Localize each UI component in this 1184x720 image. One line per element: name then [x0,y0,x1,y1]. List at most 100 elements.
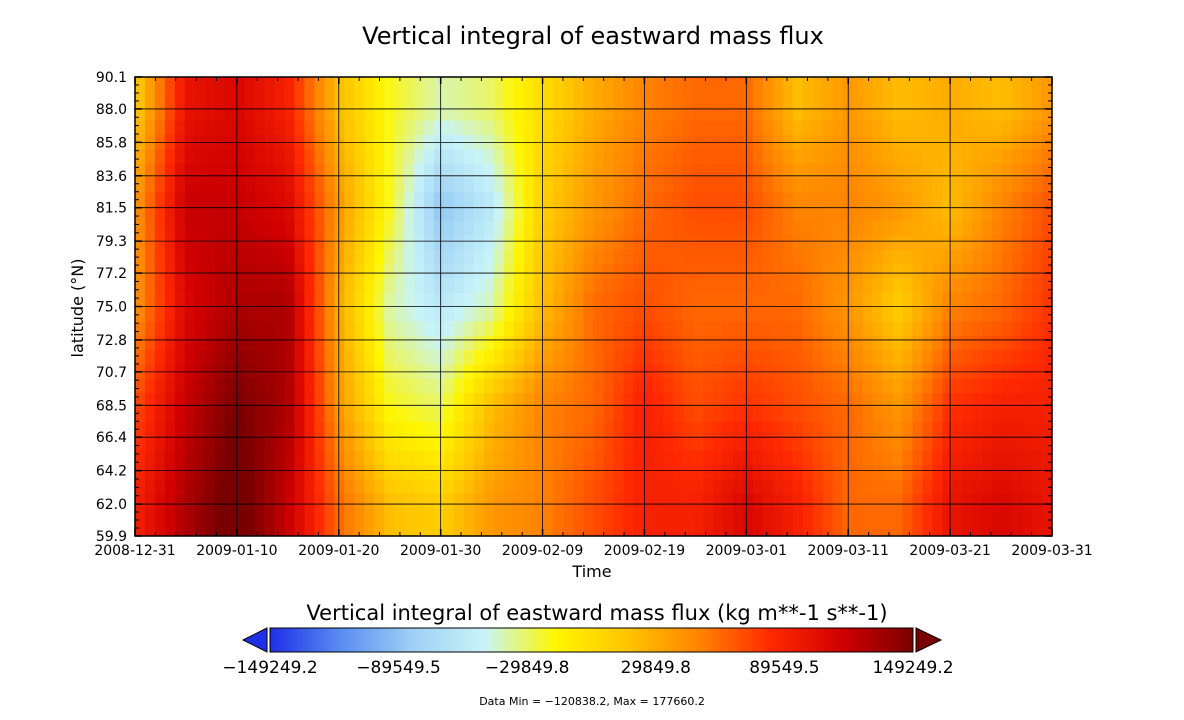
heatmap-cell [533,249,545,265]
heatmap-cell [892,392,904,408]
heatmap-cell [563,320,575,336]
heatmap-cell [663,406,674,422]
heatmap-cell [962,363,973,379]
heatmap-cell [812,163,824,178]
heatmap-cell [802,406,814,422]
heatmap-cell [733,406,744,422]
heatmap-cell [603,177,615,193]
heatmap-cell [892,306,904,322]
heatmap-cell [174,392,186,408]
heatmap-cell [992,335,1003,351]
heatmap-cell [493,464,505,480]
heatmap-cell [553,435,565,451]
heatmap-cell [434,206,445,222]
heatmap-cell [752,449,764,465]
heatmap-cell [772,320,784,336]
heatmap-cell [523,77,535,92]
heatmap-cell [743,191,754,207]
heatmap-cell [822,134,834,150]
heatmap-cell [563,177,575,193]
heatmap-cell [204,292,216,308]
heatmap-cell [653,263,664,279]
heatmap-cell [812,492,824,508]
heatmap-cell [334,249,345,265]
heatmap-cell [394,363,405,379]
heatmap-cell [663,234,674,250]
heatmap-cell [1042,120,1052,135]
heatmap-cell [792,77,804,92]
heatmap-cell [733,277,744,293]
heatmap-cell [294,148,306,164]
heatmap-cell [414,91,425,107]
heatmap-cell [633,406,644,422]
heatmap-cell [244,464,256,480]
heatmap-cell [513,306,525,322]
heatmap-cell [144,335,156,351]
heatmap-cell [892,220,904,236]
heatmap-cell [912,378,924,394]
heatmap-cell [1012,77,1023,92]
heatmap-cell [414,105,425,121]
heatmap-cell [244,335,256,351]
heatmap-cell [912,206,924,222]
heatmap-cell [434,249,445,265]
heatmap-cell [513,421,525,437]
heatmap-cell [762,378,774,394]
heatmap-cell [733,507,744,523]
heatmap-cell [1012,134,1023,150]
heatmap-cell [583,306,595,322]
y-tick-label: 72.8 [96,333,127,349]
heatmap-cell [314,349,325,365]
heatmap-cell [1012,163,1023,178]
heatmap-cell [982,220,993,236]
heatmap-cell [254,148,266,164]
heatmap-cell [922,191,933,207]
heatmap-cell [892,191,904,207]
heatmap-cell [274,263,286,279]
heatmap-cell [743,320,754,336]
heatmap-cell [244,105,256,121]
heatmap-cell [424,306,435,322]
heatmap-cell [1012,191,1023,207]
heatmap-cell [453,91,465,107]
heatmap-cell [932,220,943,236]
heatmap-cell [254,349,266,365]
heatmap-cell [314,163,325,178]
heatmap-cell [374,349,385,365]
heatmap-cell [822,263,834,279]
heatmap-cell [184,349,196,365]
heatmap-cell [693,91,704,107]
heatmap-cell [802,77,814,92]
heatmap-cell [922,148,933,164]
heatmap-cell [443,335,455,351]
heatmap-cell [404,363,415,379]
heatmap-cell [224,478,236,494]
heatmap-cell [832,234,844,250]
heatmap-cell [1042,392,1052,408]
heatmap-cell [214,163,226,178]
heatmap-cell [583,277,595,293]
heatmap-cell [613,507,624,523]
heatmap-cell [394,507,405,523]
heatmap-cell [414,521,425,536]
heatmap-cell [384,421,395,437]
heatmap-cell [663,363,674,379]
heatmap-cell [224,492,236,508]
heatmap-cell [703,320,714,336]
heatmap-cell [224,435,236,451]
heatmap-cell [733,263,744,279]
heatmap-cell [463,449,475,465]
heatmap-cell [892,163,904,178]
heatmap-cell [962,435,973,451]
heatmap-cell [135,105,146,121]
heatmap-cell [513,335,525,351]
heatmap-cell [264,335,276,351]
heatmap-cell [1002,163,1013,178]
heatmap-cell [683,521,694,536]
heatmap-cell [683,320,694,336]
heatmap-cell [603,277,615,293]
heatmap-cell [1042,206,1052,222]
heatmap-cell [443,77,455,92]
heatmap-cell [673,449,684,465]
heatmap-cell [792,464,804,480]
